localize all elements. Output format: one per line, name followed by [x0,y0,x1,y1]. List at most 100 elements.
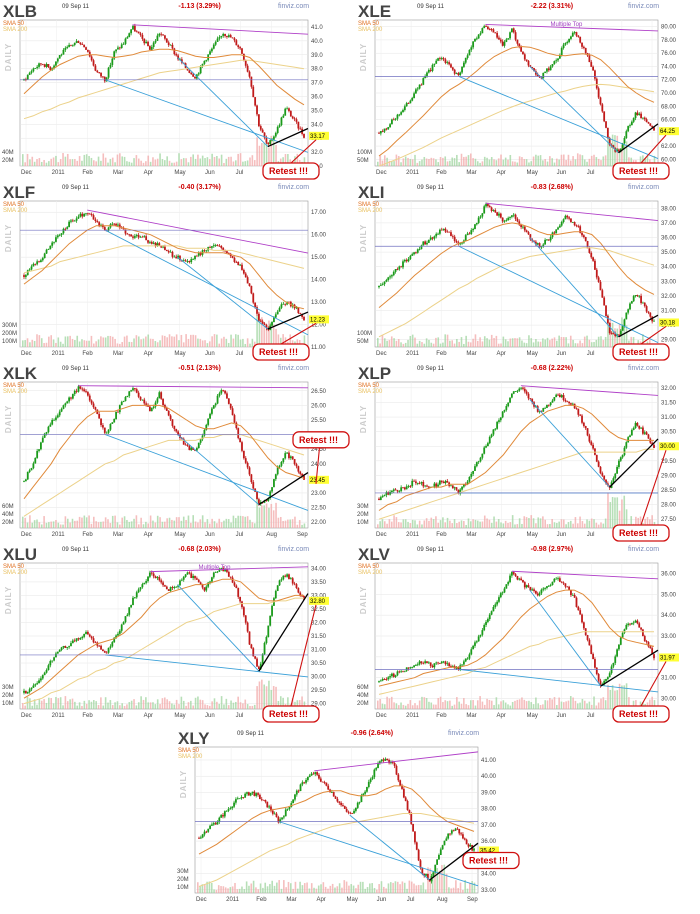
volume-tick-label: 200M [2,331,17,337]
candle-body [257,793,259,795]
x-tick-label: Mar [113,351,123,357]
volume-bar [270,503,273,528]
candle-body [512,28,515,33]
candle-body [276,585,279,591]
volume-bar [50,698,52,709]
candle-body [53,657,55,661]
candle-body [616,467,618,474]
sma200-legend: SMA 200 [3,389,28,395]
volume-bar [651,515,653,528]
candle-body [77,386,80,392]
candle-body [205,424,208,430]
volume-bar [197,154,199,166]
candle-body [553,397,556,401]
volume-bar [242,338,244,347]
candle-body [383,128,386,132]
volume-bar [388,519,391,528]
volume-bar [595,522,598,528]
volume-bar [265,503,268,528]
callout-pointer [640,134,667,164]
volume-tick-label: 10M [2,701,14,707]
candle-body [629,623,631,625]
candle-body [603,680,606,685]
candle-body [85,213,87,215]
volume-bar [576,523,579,528]
volume-bar [486,338,488,347]
volume-bar [123,705,126,709]
candle-body [194,575,196,579]
candle-body [242,450,245,459]
volume-bar [102,337,105,347]
volume-bar [470,700,472,709]
candle-body [137,235,140,238]
candle-body [605,479,607,484]
candle-body [220,815,223,818]
volume-bar [261,317,263,347]
candle-body [28,689,31,692]
candle-body [492,606,495,612]
volume-tick-label: 20M [2,520,14,526]
volume-bar [203,884,206,893]
volume-bar [93,343,95,347]
candle-body [651,648,654,655]
volume-bar [121,703,123,709]
volume-bar [595,157,598,166]
volume-tick-label: 30M [177,869,189,875]
candle-body [462,834,464,839]
volume-bar [423,697,426,709]
candle-body [529,234,532,240]
candle-body [605,121,607,128]
candle-body [218,37,221,39]
volume-tick-label: 60M [357,685,369,691]
volume-bar [495,335,498,347]
candle-body [177,431,179,436]
finviz-logo: finviz.com [278,546,309,553]
candle-body [501,217,504,222]
volume-bar [473,882,476,893]
volume-bar [279,696,282,709]
volume-bar [458,341,460,347]
candle-body [288,108,290,112]
volume-bar [639,701,642,709]
last-price-label: 35.42 [480,848,496,854]
candle-body [278,307,281,312]
volume-bar [632,337,635,347]
candle-body [303,316,305,321]
volume-bar [546,700,549,709]
volume-bar [66,518,69,528]
candle-body [150,572,153,574]
volume-bar [222,886,225,893]
candle-body [462,661,465,665]
x-tick-label: Mar [466,170,476,176]
y-tick-label: 34.0 [311,122,323,128]
volume-bar [24,340,26,347]
candle-body [452,830,455,832]
volume-bar [258,145,261,166]
x-tick-label: Apr [316,897,325,903]
candle-body [184,260,187,262]
candle-body [566,401,569,403]
candle-body [327,785,330,790]
volume-bar [161,158,164,166]
candle-body [466,658,469,660]
volume-bar [479,337,481,347]
x-tick-label: Apr [144,532,153,538]
volume-bar [544,159,546,166]
volume-bar [518,699,521,709]
volume-bar [509,705,512,709]
candle-body [68,44,71,47]
volume-bar [616,497,619,528]
volume-bar [479,521,481,528]
volume-bar [400,162,402,166]
candle-body [64,403,67,406]
candle-body [23,690,25,693]
candle-body [439,663,441,664]
candle-body [303,133,305,138]
volume-bar [135,155,138,166]
volume-bar [102,705,105,709]
volume-bar [277,700,280,709]
sma50-legend: SMA 50 [3,383,25,389]
candle-body [462,484,465,487]
volume-bar [404,519,407,528]
volume-bar [234,882,236,893]
